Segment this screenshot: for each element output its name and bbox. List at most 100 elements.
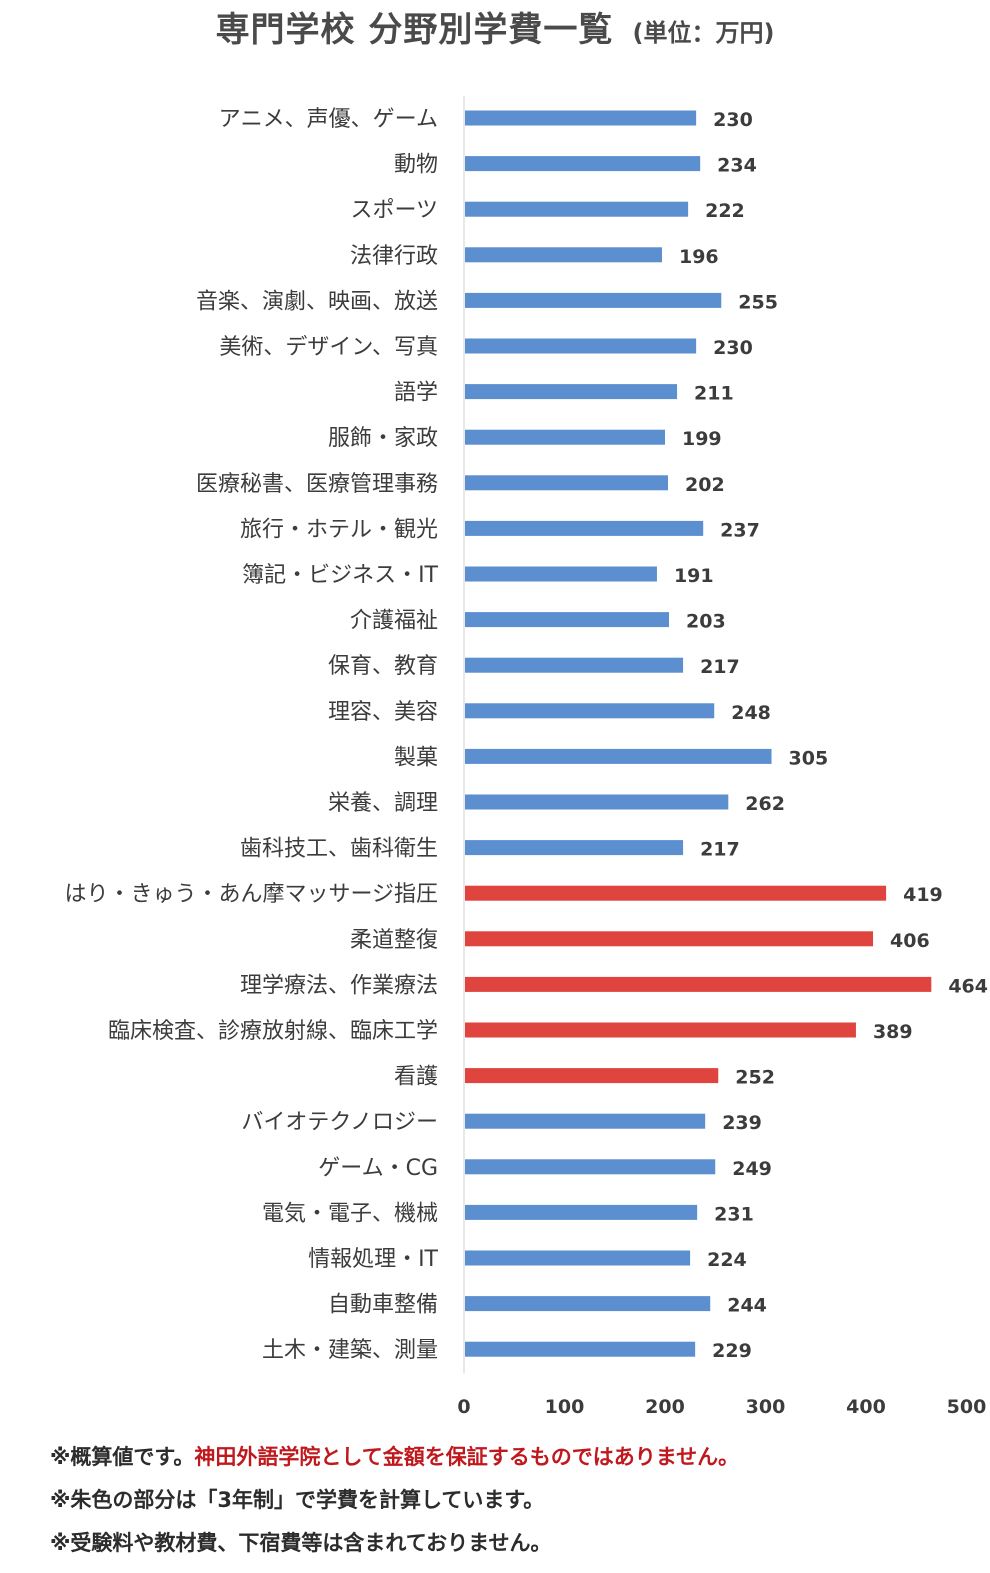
x-tick-label: 300 (746, 1396, 786, 1418)
data-label: 237 (720, 519, 760, 541)
category-label: 美術、デザイン、写真 (219, 335, 438, 360)
chart-title-main: 専門学校 分野別学費一覧 (215, 10, 614, 50)
category-label: 自動車整備 (328, 1293, 438, 1318)
bar (465, 566, 657, 582)
bar-highlighted (465, 976, 932, 992)
bar (465, 338, 697, 354)
data-label: 262 (745, 793, 785, 815)
x-tick-label: 100 (545, 1396, 585, 1418)
bar-highlighted (465, 931, 874, 947)
bar (465, 1204, 698, 1220)
category-label: ゲーム・CG (318, 1156, 438, 1181)
bar (465, 794, 729, 810)
category-label: 土木・建築、測量 (262, 1338, 438, 1363)
x-tick-label: 400 (846, 1396, 886, 1418)
bar (465, 657, 684, 673)
category-label: 法律行政 (350, 244, 438, 269)
data-label: 217 (700, 656, 740, 678)
x-tick-label: 500 (947, 1396, 987, 1418)
bar (465, 1250, 691, 1266)
category-label: アニメ、声優、ゲーム (219, 107, 438, 132)
bar (465, 1159, 716, 1175)
chart-title: 専門学校 分野別学費一覧 (単位：万円) (0, 2, 990, 51)
bar (465, 384, 678, 400)
bar (465, 1341, 696, 1357)
category-label: 電気・電子、機械 (262, 1201, 438, 1226)
category-label: 旅行・ホテル・観光 (240, 517, 438, 542)
category-label: 簿記・ビジネス・IT (242, 563, 438, 588)
category-label: 理学療法、作業療法 (240, 973, 438, 998)
bar (465, 1113, 706, 1129)
category-label: 服飾・家政 (328, 426, 438, 451)
data-label: 202 (685, 474, 725, 496)
bar (465, 748, 772, 764)
data-label: 305 (789, 747, 829, 769)
bar (465, 201, 689, 217)
bar-highlighted (465, 1068, 719, 1084)
footnote-1-prefix: ※概算値です。 (50, 1445, 195, 1469)
data-label: 419 (903, 884, 943, 906)
category-label: はり・きゅう・あん摩マッサージ指圧 (64, 882, 438, 907)
data-label: 224 (707, 1249, 747, 1271)
data-label: 229 (712, 1340, 752, 1362)
x-tick-label: 200 (645, 1396, 685, 1418)
footnote-1-warning: 神田外語学院として金額を保証するものではありません。 (194, 1445, 740, 1469)
data-label: 230 (713, 337, 753, 359)
data-label: 464 (948, 975, 988, 997)
data-label: 249 (732, 1158, 772, 1180)
bar (465, 840, 684, 856)
data-label: 203 (686, 611, 726, 633)
footnote-2: ※朱色の部分は「3年制」で学費を計算しています。 (50, 1479, 980, 1522)
data-label: 217 (700, 839, 740, 861)
category-label: 柔道整復 (350, 928, 438, 953)
data-label: 191 (674, 565, 714, 587)
bar (465, 1296, 711, 1312)
category-label: 歯科技工、歯科衛生 (240, 837, 438, 862)
bar-highlighted (465, 885, 887, 901)
category-label: 保育、教育 (328, 654, 438, 679)
data-label: 406 (890, 930, 930, 952)
data-label: 248 (731, 702, 771, 724)
data-label: 252 (735, 1067, 775, 1089)
category-label: 製菓 (394, 745, 438, 770)
bar (465, 520, 704, 536)
data-label: 239 (722, 1112, 762, 1134)
category-label: 理容、美容 (328, 700, 438, 725)
data-label: 234 (717, 155, 757, 177)
bar (465, 612, 670, 628)
bar-highlighted (465, 1022, 856, 1038)
bar (465, 110, 697, 126)
data-label: 199 (682, 428, 722, 450)
category-label: 語学 (394, 381, 438, 406)
category-label: 音楽、演劇、映画、放送 (196, 289, 438, 314)
bar (465, 703, 715, 719)
category-label: 動物 (394, 153, 438, 178)
footnote-3-text: ※受験料や教材費、下宿費等は含まれておりません。 (50, 1531, 552, 1555)
footnote-1: ※概算値です。神田外語学院として金額を保証するものではありません。 (50, 1436, 980, 1479)
chart-title-unit: (単位：万円) (632, 19, 775, 47)
footnotes: ※概算値です。神田外語学院として金額を保証するものではありません。 ※朱色の部分… (50, 1436, 980, 1565)
category-label: 情報処理・IT (308, 1247, 438, 1272)
bar (465, 247, 662, 263)
data-label: 230 (713, 109, 753, 131)
bar (465, 292, 722, 308)
footnote-2-text: ※朱色の部分は「3年制」で学費を計算しています。 (50, 1488, 545, 1512)
category-label: 臨床検査、診療放射線、臨床工学 (108, 1019, 438, 1044)
data-label: 389 (873, 1021, 913, 1043)
bar (465, 475, 669, 491)
data-label: 211 (694, 383, 734, 405)
x-tick-label: 0 (457, 1396, 470, 1418)
bar-chart: アニメ、声優、ゲーム 230 動物 234 スポーツ 222 法律行政 196 音楽、演劇、映画… (64, 96, 988, 1418)
bar (465, 156, 701, 172)
category-label: 看護 (394, 1065, 438, 1090)
category-label: 医療秘書、医療管理事務 (196, 472, 438, 497)
data-label: 231 (714, 1203, 754, 1225)
data-label: 255 (738, 291, 778, 313)
footnote-3: ※受験料や教材費、下宿費等は含まれておりません。 (50, 1522, 980, 1565)
data-label: 196 (679, 246, 719, 268)
bar (465, 429, 665, 445)
data-label: 244 (727, 1295, 767, 1317)
category-label: 栄養、調理 (328, 791, 438, 816)
data-label: 222 (705, 200, 745, 222)
category-label: バイオテクノロジー (241, 1110, 438, 1135)
